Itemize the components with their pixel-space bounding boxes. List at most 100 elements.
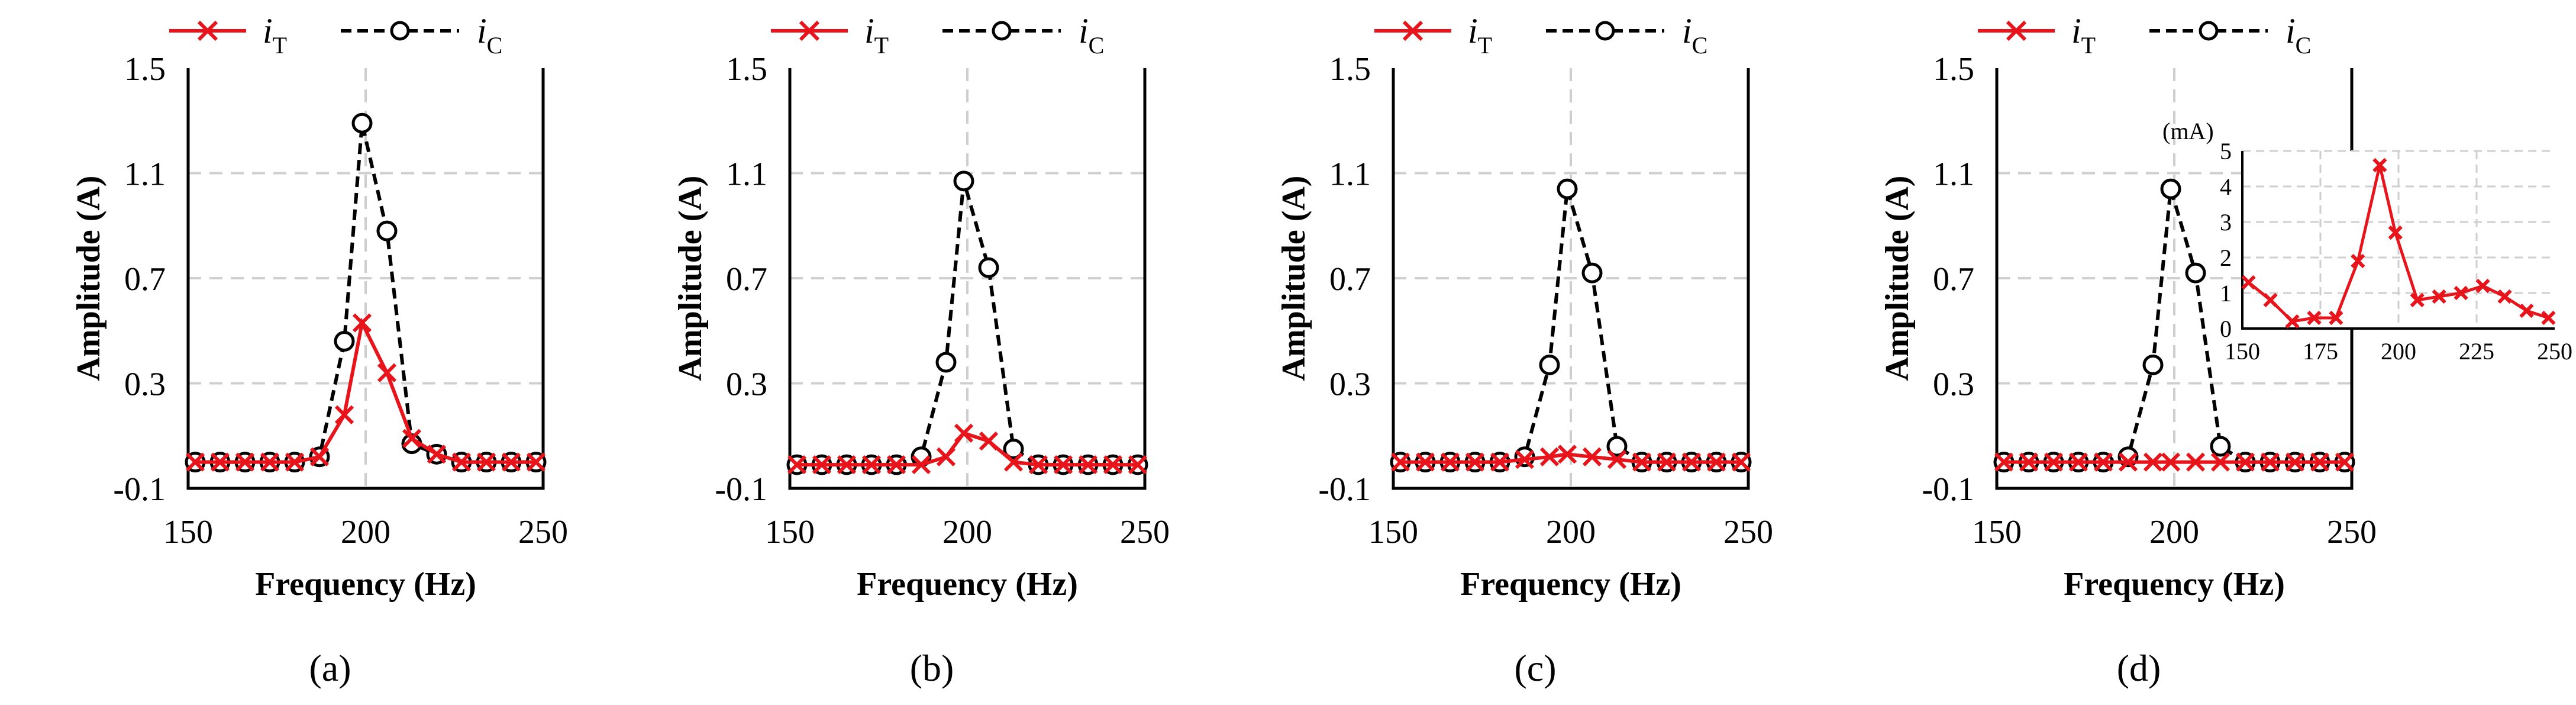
- legend-label-iC: iC: [1682, 11, 1707, 59]
- y-tick-label: -0.1: [1922, 471, 1974, 508]
- inset-point-iT: [2432, 289, 2446, 304]
- legend: iT iC: [1978, 11, 2311, 59]
- point-iT: [285, 452, 305, 472]
- inset-point-iT: [2410, 292, 2425, 308]
- point-iC: [334, 331, 355, 352]
- inset-x-tick-label: 150: [2225, 338, 2260, 365]
- legend-label-iT: iT: [1468, 11, 1492, 59]
- axes-frame: [1392, 68, 1750, 490]
- point-iC: [935, 352, 957, 373]
- point-iC: [1606, 436, 1628, 457]
- legend-label-iT-sub: T: [273, 32, 287, 59]
- legend-label-iT-sub: T: [874, 32, 889, 59]
- point-iT: [476, 452, 496, 472]
- inset-point-iT: [2541, 310, 2556, 326]
- point-iT: [2235, 452, 2255, 472]
- point-iT: [1415, 452, 1435, 472]
- x-tick-label: 150: [1972, 514, 2022, 551]
- inset-unit-label: (mA): [2162, 118, 2214, 144]
- x-axis-title: Frequency (Hz): [857, 566, 1078, 603]
- point-iC: [376, 220, 398, 242]
- point-iT: [2260, 452, 2280, 472]
- y-tick-label: 1.5: [1329, 51, 1371, 88]
- inset-point-iT: [2372, 157, 2387, 173]
- point-iT: [1003, 452, 1024, 472]
- point-iT: [1490, 452, 1510, 472]
- point-iT: [2093, 452, 2113, 472]
- legend-label-iT: iT: [263, 11, 287, 59]
- point-iT: [837, 455, 857, 475]
- point-iT: [787, 455, 807, 475]
- legend-marker-iC: [2199, 21, 2219, 41]
- y-tick-label: 1.1: [1933, 156, 1974, 193]
- panel-label: (a): [309, 647, 351, 689]
- inset-point-iT: [2388, 225, 2403, 240]
- x-tick-label: 250: [2327, 514, 2377, 551]
- point-iT: [1557, 445, 1577, 464]
- point-iC: [1581, 262, 1603, 284]
- y-tick-label: 0.7: [1933, 261, 1974, 298]
- x-axis-title: Frequency (Hz): [1460, 566, 1681, 603]
- point-iT: [1465, 452, 1485, 472]
- legend-label-iC-sub: C: [1692, 32, 1708, 59]
- y-tick-label: 0.7: [726, 261, 767, 298]
- point-iT: [812, 455, 832, 475]
- y-tick-label: 1.5: [1933, 51, 1974, 88]
- inset-point-iT: [2263, 292, 2278, 308]
- point-iT: [235, 452, 255, 472]
- point-iC: [2210, 436, 2231, 457]
- y-tick-label: 0.3: [726, 366, 767, 403]
- legend-label-iC: iC: [2286, 11, 2311, 59]
- legend-label-iT: iT: [864, 11, 889, 59]
- y-axis-title: Amplitude (A): [672, 176, 709, 381]
- point-iT: [954, 423, 974, 443]
- inset-point-iT: [2454, 285, 2468, 301]
- legend-label-iC: iC: [477, 11, 502, 59]
- point-iT: [1515, 450, 1535, 469]
- y-tick-label: -0.1: [715, 471, 767, 508]
- point-iT: [2143, 452, 2163, 472]
- point-iT: [501, 452, 521, 472]
- point-iT: [1657, 452, 1677, 472]
- inset-point-iT: [2497, 289, 2512, 304]
- point-iT: [1053, 455, 1073, 475]
- point-iT: [861, 455, 882, 475]
- inset-x-tick-label: 200: [2381, 338, 2416, 365]
- axes-frame: [186, 68, 545, 490]
- point-iT: [2186, 452, 2206, 472]
- point-iT: [1103, 455, 1123, 475]
- inset-y-tick-label: 5: [2220, 138, 2232, 165]
- point-iT: [451, 452, 472, 472]
- legend-marker-iT: [799, 20, 820, 41]
- point-iT: [309, 447, 330, 466]
- legend: iT iC: [1374, 11, 1707, 59]
- y-tick-label: 1.5: [726, 51, 767, 88]
- point-iC: [2185, 262, 2206, 284]
- point-iT: [936, 447, 956, 466]
- point-iT: [2019, 452, 2039, 472]
- point-iT: [1632, 452, 1652, 472]
- y-tick-label: 0.3: [124, 366, 166, 403]
- legend-label-iC-sub: C: [1089, 32, 1105, 59]
- legend-marker-iC: [390, 21, 410, 41]
- legend: iT iC: [771, 11, 1104, 59]
- point-iT: [334, 405, 354, 424]
- legend-label-iC: iC: [1079, 11, 1104, 59]
- legend-label-iT-sub: T: [1478, 32, 1492, 59]
- x-axis-title: Frequency (Hz): [2064, 566, 2285, 603]
- y-tick-label: 0.3: [1329, 366, 1371, 403]
- y-tick-label: 1.1: [726, 156, 767, 193]
- y-tick-label: 0.7: [1329, 261, 1371, 298]
- x-tick-label: 150: [1368, 514, 1418, 551]
- inset-y-tick-label: 2: [2220, 244, 2232, 271]
- inset-y-tick-label: 0: [2220, 316, 2232, 342]
- point-iT: [2310, 452, 2330, 472]
- inset-y-tick-label: 4: [2220, 173, 2232, 200]
- inset-point-iT: [2329, 310, 2343, 326]
- legend-marker-iC: [992, 21, 1012, 41]
- point-iT: [1994, 452, 2014, 472]
- point-iC: [2160, 178, 2181, 199]
- point-iC: [953, 170, 974, 192]
- point-iT: [2068, 452, 2088, 472]
- point-iC: [1539, 354, 1560, 375]
